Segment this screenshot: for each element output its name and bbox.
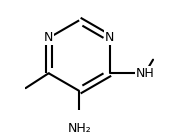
Text: NH: NH xyxy=(136,67,155,80)
Text: N: N xyxy=(44,32,53,44)
Text: N: N xyxy=(105,32,114,44)
Text: NH₂: NH₂ xyxy=(67,122,91,135)
